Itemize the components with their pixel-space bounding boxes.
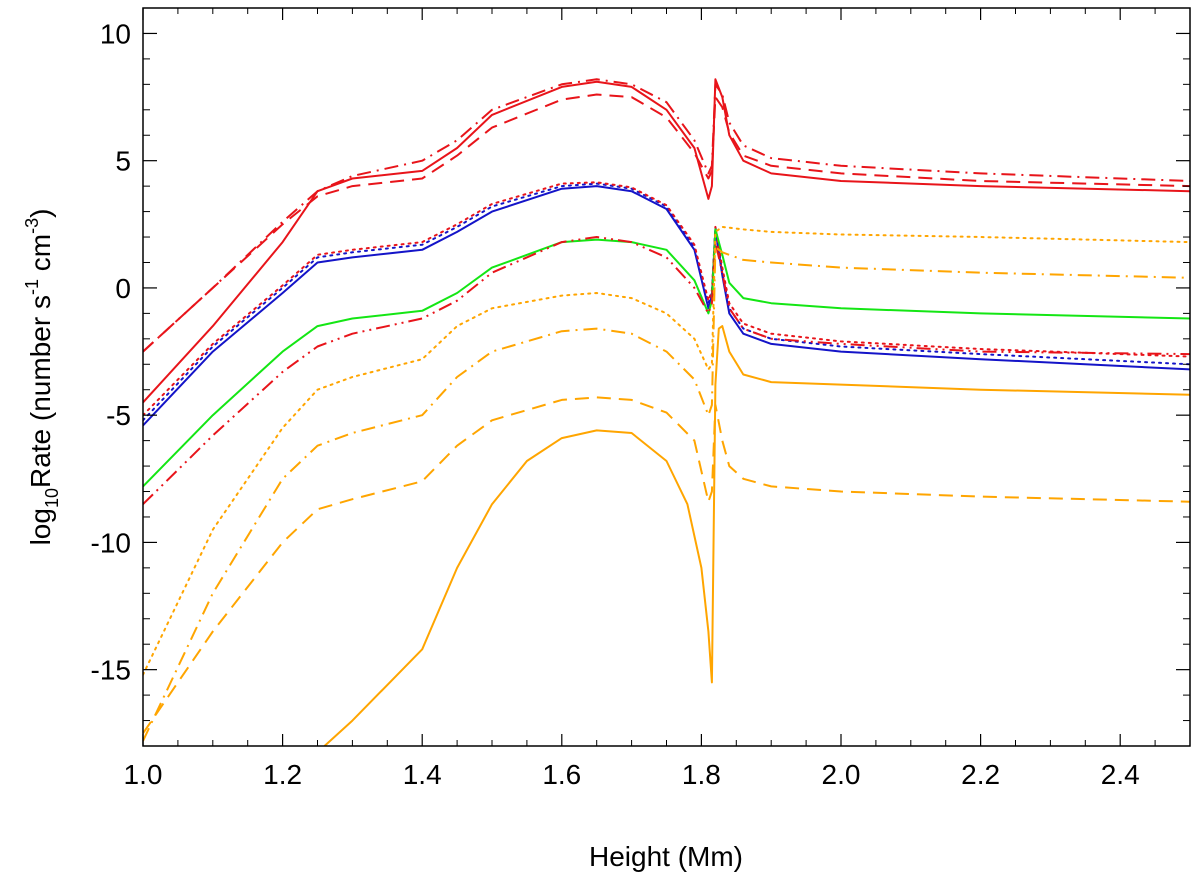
series-line-orange-dotted [143,225,1190,676]
x-tick-label: 1.6 [542,759,581,790]
y-axis-label-exp2: -3 [22,218,42,234]
series-line-red-dashed [143,93,1190,353]
series-line-orange-dashed [143,396,1190,734]
x-tick-label: 1.2 [263,759,302,790]
y-axis-label-log-base: 10 [42,488,62,508]
x-tick-label: 1.4 [403,759,442,790]
series-layer [143,78,1190,746]
x-tick-label: 1.8 [682,759,721,790]
series-line-blue-solid [143,185,1190,427]
y-tick-label: 0 [115,273,131,304]
y-axis-label-exp1: -1 [22,279,42,295]
x-tick-label: 2.4 [1101,759,1140,790]
y-tick-label: -10 [91,527,131,558]
series-line-orange-solid [323,325,1190,746]
x-axis-label: Height (Mm) [589,841,743,872]
y-tick-label: 10 [100,18,131,49]
x-axis: 1.0 1.2 1.4 1.6 1.8 2.0 2.2 2.4 [124,8,1191,790]
y-tick-label: -15 [91,655,131,686]
series-line-red-solid [143,78,1190,404]
y-axis-label-mid: cm [25,234,56,279]
y-axis-label-suffix: ) [25,209,56,218]
y-axis-label-quantity: Rate (number s [25,295,56,488]
x-tick-label: 1.0 [124,759,163,790]
y-tick-label: 5 [115,146,131,177]
series-line-green-solid [143,228,1190,488]
y-tick-label: -5 [106,400,131,431]
y-axis: -15 -10 -5 0 5 10 [91,7,1190,747]
series-line-red-dotted [143,181,1190,417]
series-line-red-dashdot [143,78,1190,353]
x-tick-label: 2.2 [961,759,1000,790]
y-axis-label: log10Rate (number s-1 cm-3) [22,209,62,546]
y-axis-label-log: log [25,508,56,545]
x-tick-label: 2.0 [822,759,861,790]
series-line-orange-dashdot [143,246,1190,742]
